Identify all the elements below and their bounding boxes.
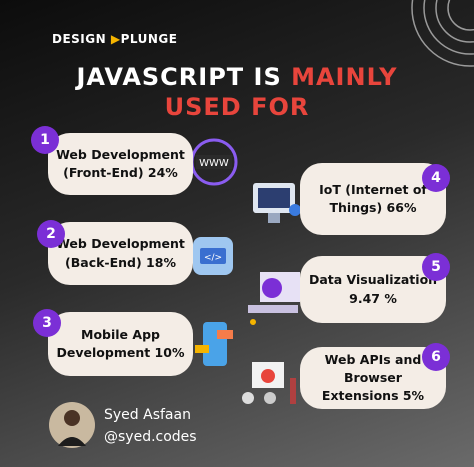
avatar xyxy=(49,402,95,448)
item-text: (Front-End) 24% xyxy=(63,165,178,180)
item-text: 9.47 % xyxy=(349,290,397,306)
item-badge: 1 xyxy=(31,126,59,154)
brand-left: DESIGN xyxy=(52,32,107,46)
item-text: IoT (Internet of xyxy=(319,181,427,197)
item-badge: 6 xyxy=(422,343,450,371)
icon-iot xyxy=(253,183,301,223)
icon-www: WWW xyxy=(190,138,238,186)
item-badge: 4 xyxy=(422,164,450,192)
icon-api xyxy=(242,362,296,404)
item-card: Data Visualization 9.47 % xyxy=(300,256,446,323)
item-badge: 3 xyxy=(33,309,61,337)
item-card: Web Development (Front-End) 24% xyxy=(48,133,193,195)
title-line1: JAVASCRIPT IS MAINLY xyxy=(0,63,474,91)
item-text: Things) 66% xyxy=(329,200,417,215)
icon-dataviz xyxy=(248,272,300,325)
item-text: Mobile App xyxy=(81,326,160,342)
item-card: Web APIs and Browser Extensions 5% xyxy=(300,347,446,409)
author-name: Syed Asfaan xyxy=(104,407,191,423)
svg-text:WWW: WWW xyxy=(199,158,229,169)
item-badge: 2 xyxy=(37,220,65,248)
item-badge: 5 xyxy=(422,253,450,281)
author-handle: @syed.codes xyxy=(104,429,197,445)
title-red: MAINLY xyxy=(291,63,398,91)
item-text: Web APIs and Browser xyxy=(324,351,422,385)
svg-text:</>: </> xyxy=(204,253,222,263)
brand: DESIGN ▶PLUNGE xyxy=(52,32,178,46)
item-text: (Back-End) 18% xyxy=(65,254,176,270)
item-card: IoT (Internet of Things) 66% xyxy=(300,163,446,235)
item-text: Web Development xyxy=(56,146,185,162)
item-text: Extensions 5% xyxy=(321,388,425,404)
item-text: Web Development xyxy=(56,236,185,252)
item-card: Web Development (Back-End) 18% xyxy=(48,222,193,285)
title-white: JAVASCRIPT IS xyxy=(76,63,282,91)
icon-mobile xyxy=(195,322,233,366)
icon-code: </> xyxy=(193,237,233,275)
item-card: Mobile App Development 10% xyxy=(48,312,193,376)
brand-right: PLUNGE xyxy=(120,32,178,46)
item-text: Data Visualization xyxy=(308,272,438,288)
item-text: Development 10% xyxy=(56,345,185,360)
title-line2: USED FOR xyxy=(164,93,310,121)
